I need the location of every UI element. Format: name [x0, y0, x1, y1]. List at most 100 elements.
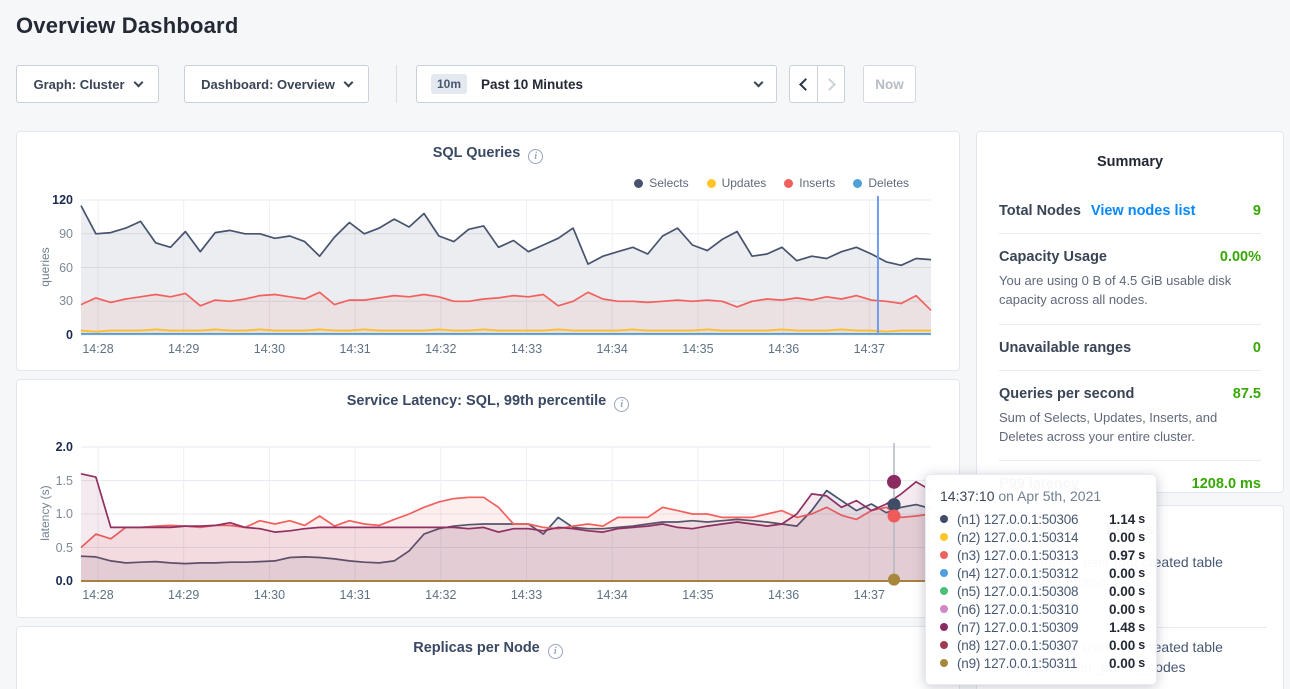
dashboard-dropdown[interactable]: Dashboard: Overview [184, 65, 369, 103]
controls-divider [396, 65, 397, 103]
legend-label: Deletes [868, 176, 909, 190]
y-axis-tick-label: 60 [59, 260, 73, 275]
node-color-dot-icon [940, 605, 948, 613]
replicas-per-node-card: Replicas per Node i [16, 626, 960, 689]
summary-row-value: 0.00% [1219, 249, 1261, 265]
info-icon[interactable]: i [528, 149, 544, 164]
tooltip-node-value: 0.97 [1109, 547, 1136, 563]
tooltip-node-row: (n6) 127.0.0.1:50310 0.00 s [940, 600, 1145, 618]
x-axis-tick-label: 14:31 [339, 342, 371, 356]
replicas-chart-title: Replicas per Node i [17, 640, 959, 659]
legend-item-selects[interactable]: Selects [634, 176, 689, 190]
x-axis-tick-label: 14:36 [767, 342, 800, 356]
tooltip-value-unit: s [1138, 548, 1146, 562]
tooltip-value-unit: s [1138, 656, 1146, 670]
x-axis-tick-label: 14:34 [596, 342, 628, 356]
x-axis-tick-label: 14:37 [853, 342, 885, 356]
legend-item-deletes[interactable]: Deletes [853, 176, 909, 190]
x-axis-tick-label: 14:33 [510, 342, 543, 356]
x-axis-tick-label: 14:32 [425, 588, 457, 602]
y-axis-title: queries [38, 246, 52, 287]
node-color-dot-icon [940, 515, 948, 523]
view-nodes-list-link[interactable]: View nodes list [1090, 203, 1196, 219]
service-latency-card: Service Latency: SQL, 99th percentile i 0… [16, 379, 960, 618]
chevron-right-icon [822, 77, 836, 91]
summary-panel: Summary Total Nodes View nodes list 9 Capac… [976, 131, 1284, 493]
node-color-dot-icon [940, 551, 948, 559]
y-axis-tick-label: 30 [59, 294, 73, 309]
summary-row-head: Total Nodes View nodes list 9 [999, 203, 1261, 219]
y-axis-tick-label: 0 [66, 328, 73, 342]
tooltip-node-label: (n4) 127.0.0.1:50312 [957, 565, 1079, 581]
tooltip-node-row: (n5) 127.0.0.1:50308 0.00 s [940, 582, 1145, 600]
tooltip-timestamp: 14:37:10 on Apr 5th, 2021 [940, 488, 1102, 504]
x-axis-tick-label: 14:31 [339, 588, 371, 602]
tooltip-value-unit: s [1138, 566, 1146, 580]
y-axis-tick-label: 0.5 [55, 540, 73, 555]
tooltip-node-value: 0.00 [1109, 565, 1136, 581]
tooltip-value-unit: s [1138, 638, 1146, 652]
legend-dot-icon [853, 178, 863, 188]
service-latency-plot[interactable] [80, 443, 932, 586]
info-icon[interactable]: i [547, 644, 563, 659]
tooltip-rows: (n1) 127.0.0.1:50306 1.14 s (n2) 127.0.0.1:… [940, 510, 1146, 672]
y-axis-tick-label: 1.0 [55, 507, 73, 521]
summary-row-unavailable-ranges: Unavailable ranges 0 [999, 323, 1261, 370]
y-axis-tick-label: 1.5 [55, 473, 73, 488]
prev-time-button[interactable] [790, 66, 817, 102]
x-axis-tick-label: 14:28 [82, 588, 114, 602]
time-range-label: Past 10 Minutes [481, 76, 584, 92]
next-time-button[interactable] [817, 66, 844, 102]
graph-dropdown[interactable]: Graph: Cluster [16, 65, 159, 103]
x-axis-tick-label: 14:28 [82, 342, 114, 356]
tooltip-value-unit: s [1138, 620, 1146, 634]
summary-row-value: 1208.0 ms [1191, 476, 1261, 493]
time-range-dropdown[interactable]: 10m Past 10 Minutes [416, 65, 777, 103]
tooltip-node-label: (n1) 127.0.0.1:50306 [957, 511, 1079, 527]
legend-dot-icon [706, 178, 716, 188]
legend-label: Selects [649, 176, 689, 190]
time-step-buttons [789, 65, 845, 103]
tooltip-node-value: 0.00 [1109, 529, 1136, 545]
time-range-badge: 10m [431, 74, 468, 94]
sql-queries-svg [80, 196, 932, 336]
x-axis-tick-label: 14:33 [510, 588, 543, 602]
summary-row-head: Capacity Usage 0.00% [999, 249, 1261, 265]
tooltip-node-row: (n4) 127.0.0.1:50312 0.00 s [940, 564, 1146, 582]
sql-legend: Selects Updates Inserts Deletes [634, 176, 909, 190]
summary-row-head: Unavailable ranges 0 [999, 340, 1261, 356]
sql-queries-card: SQL Queries i Selects Updates Inserts Delete… [16, 131, 960, 371]
x-axis-tick-label: 14:35 [682, 588, 714, 602]
x-axis-tick-label: 14:32 [425, 342, 457, 356]
service-latency-chart-title: Service Latency: SQL, 99th percentile i [17, 393, 959, 412]
tooltip-node-row: (n1) 127.0.0.1:50306 1.14 s [940, 510, 1146, 528]
chevron-down-icon [753, 77, 764, 87]
x-axis-tick-label: 14:30 [253, 342, 286, 356]
tooltip-node-row: (n2) 127.0.0.1:50314 0.00 s [940, 528, 1146, 546]
x-axis-tick-label: 14:34 [596, 588, 628, 602]
y-axis-title: latency (s) [38, 485, 52, 541]
page-title: Overview Dashboard [16, 13, 239, 38]
tooltip-node-value: 0.00 [1109, 583, 1136, 599]
summary-row-label: Queries per second [999, 385, 1135, 402]
x-axis-tick-label: 14:36 [767, 588, 800, 602]
legend-item-updates[interactable]: Updates [706, 176, 766, 190]
y-axis-tick-label: 120 [52, 193, 73, 207]
info-icon[interactable]: i [614, 397, 630, 412]
tooltip-value-unit: s [1138, 530, 1146, 544]
chevron-down-icon [133, 77, 143, 87]
tooltip-node-row: (n7) 127.0.0.1:50309 1.48 s [940, 618, 1146, 636]
summary-rows: Total Nodes View nodes list 9 Capacity Usag… [999, 188, 1261, 506]
now-button[interactable]: Now [863, 65, 916, 103]
summary-row-value: 87.5 [1232, 385, 1261, 402]
chevron-down-icon [343, 77, 354, 87]
node-color-dot-icon [940, 623, 948, 631]
latency-svg [80, 443, 932, 586]
chevron-left-icon [799, 77, 812, 91]
legend-item-inserts[interactable]: Inserts [784, 176, 835, 190]
tooltip-value-unit: s [1138, 512, 1146, 526]
sql-queries-plot[interactable] [80, 196, 932, 336]
node-color-dot-icon [940, 641, 948, 649]
summary-row-label: Unavailable ranges [999, 339, 1132, 356]
